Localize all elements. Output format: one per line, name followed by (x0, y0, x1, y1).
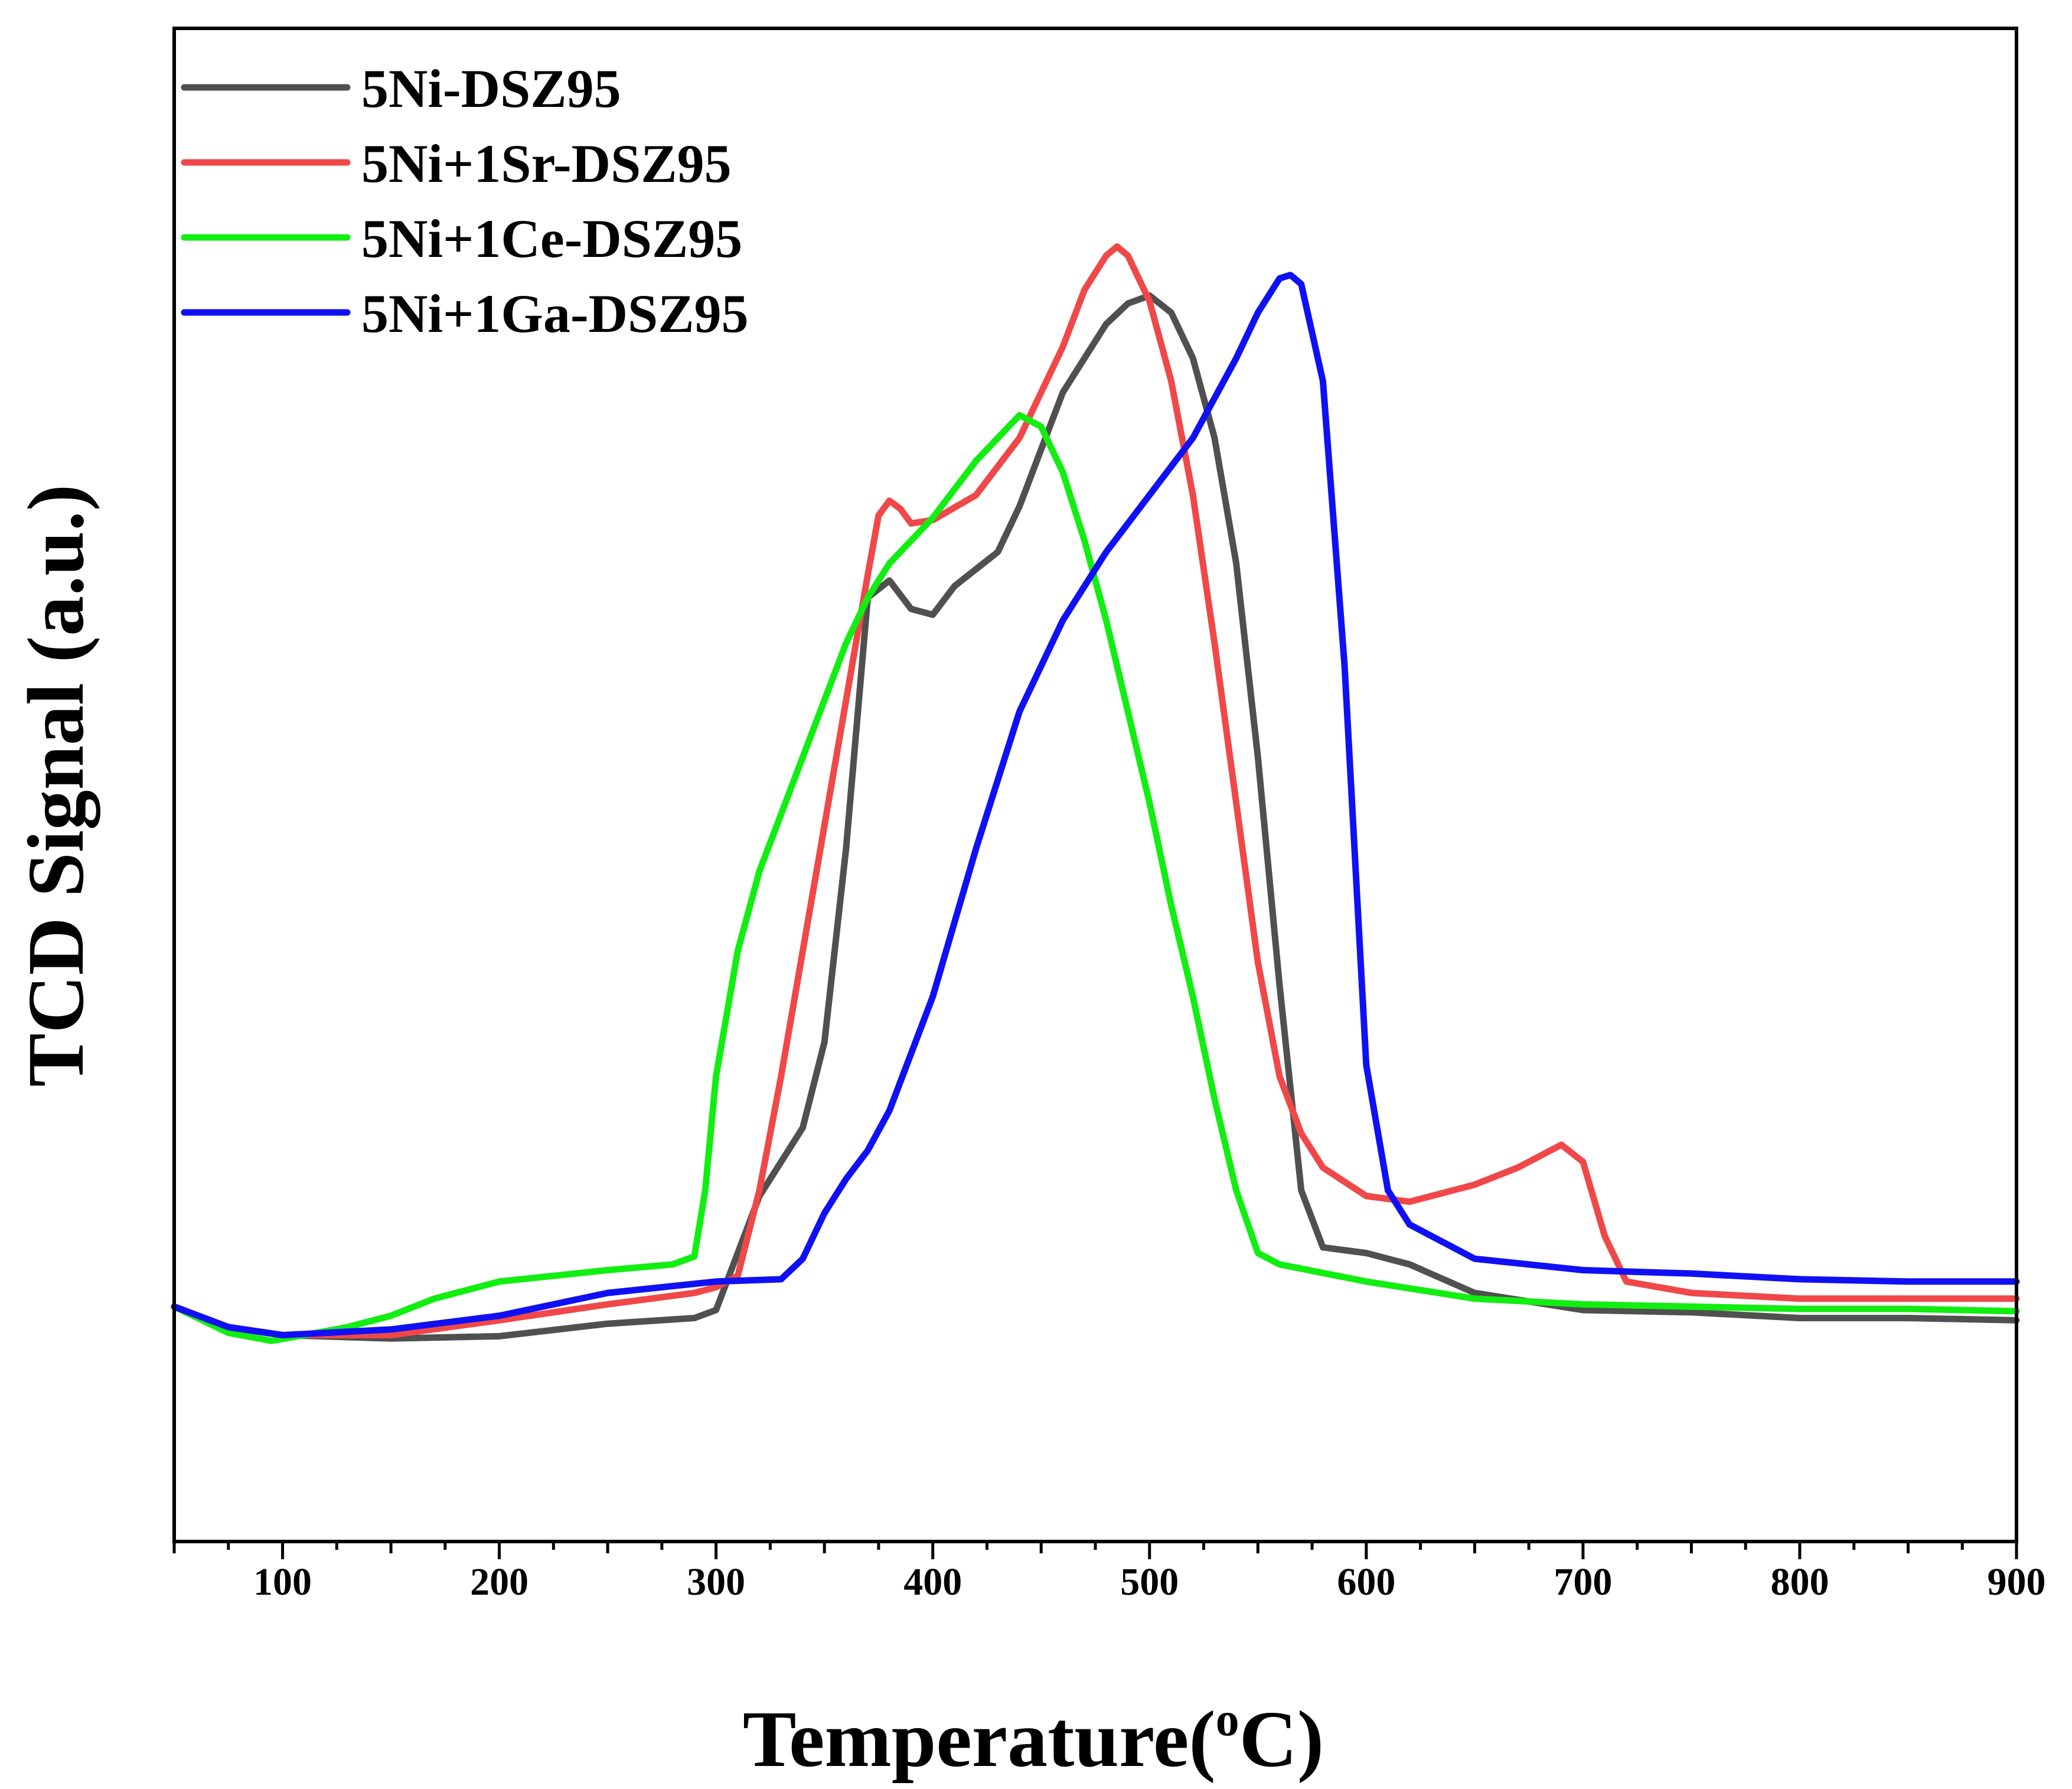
legend-label-4: 5Ni+1Ga-DSZ95 (361, 283, 749, 344)
x-tick-label: 800 (1770, 1560, 1829, 1604)
x-tick-label: 500 (1120, 1560, 1179, 1604)
series-layer (171, 243, 2020, 1344)
x-tick-label: 600 (1337, 1560, 1395, 1604)
x-tick-label: 900 (1988, 1560, 2046, 1604)
series-line-3 (171, 412, 2020, 1344)
x-axis-title-unit: C) (1239, 1695, 1324, 1784)
legend-label-2: 5Ni+1Sr-DSZ95 (361, 133, 732, 194)
x-tick-label: 300 (687, 1560, 745, 1604)
x-axis-ticks: 100 200 300 400 500 600 700 800 900 (172, 1542, 2046, 1604)
x-tick-label: 200 (470, 1560, 528, 1604)
legend-label-3: 5Ni+1Ce-DSZ95 (361, 208, 742, 269)
legend: 5Ni-DSZ95 5Ni+1Sr-DSZ95 5Ni+1Ce-DSZ95 5Ni+1… (181, 58, 749, 344)
x-axis-title: Temperature(oC) (743, 1694, 1324, 1784)
x-axis-title-degree: o (1216, 1694, 1239, 1746)
series-line-4 (171, 272, 2020, 1338)
series-line-1 (171, 292, 2020, 1342)
x-tick-label: 400 (903, 1560, 962, 1604)
x-axis-title-main: Temperature( (743, 1695, 1216, 1784)
legend-label-1: 5Ni-DSZ95 (361, 58, 621, 119)
y-axis-title: TCD Signal (a.u.) (12, 484, 100, 1087)
x-tick-label: 700 (1554, 1560, 1612, 1604)
x-tick-label: 100 (253, 1560, 312, 1604)
